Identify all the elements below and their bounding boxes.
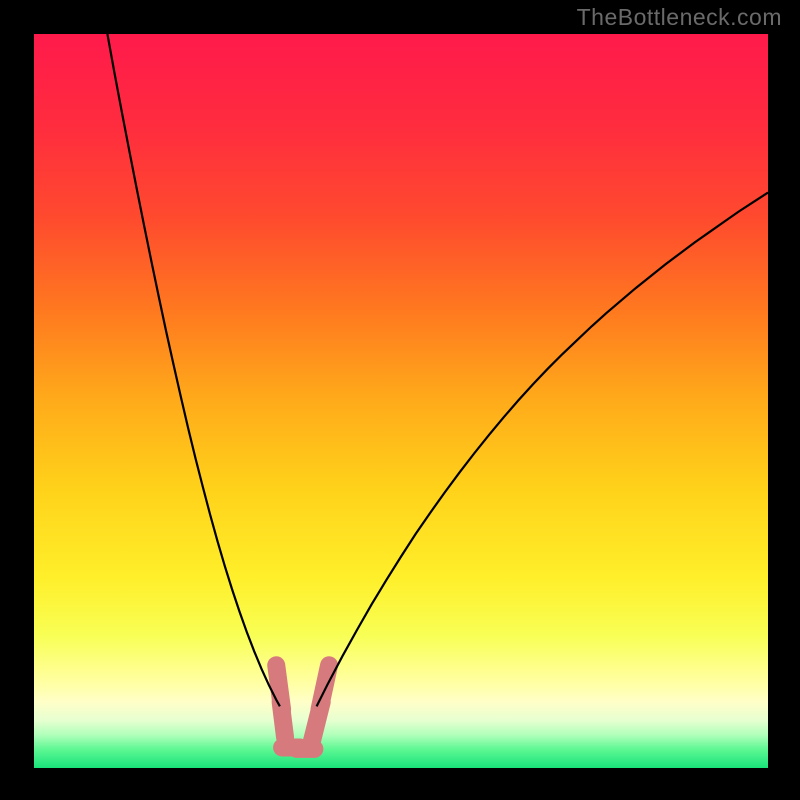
bottom-marker-segment	[320, 665, 330, 709]
plot-area	[34, 34, 768, 768]
watermark-text: TheBottleneck.com	[577, 4, 782, 31]
curves-layer	[34, 34, 768, 768]
right-curve	[317, 193, 768, 707]
left-curve	[107, 34, 279, 706]
bottom-marker-segment	[281, 702, 285, 737]
bottom-marker-group	[276, 665, 329, 749]
